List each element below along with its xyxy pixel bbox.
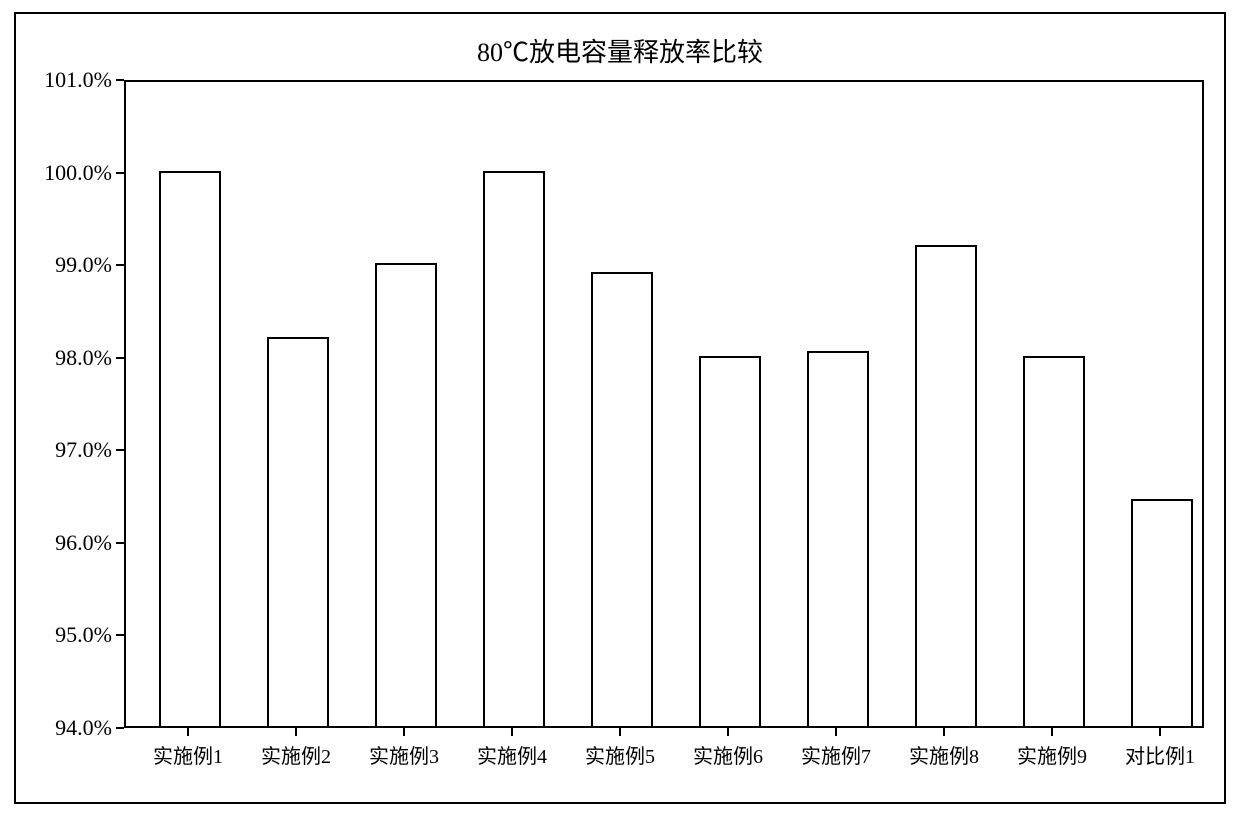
bar	[807, 351, 869, 726]
x-tick-label: 实施例7	[801, 740, 871, 769]
y-tick-label: 97.0%	[0, 437, 112, 463]
x-tick-label: 实施例9	[1017, 740, 1087, 769]
y-tick-mark	[116, 357, 124, 359]
x-tick-label: 实施例5	[585, 740, 655, 769]
bar	[159, 171, 221, 726]
y-tick-label: 95.0%	[0, 622, 112, 648]
y-tick-mark	[116, 542, 124, 544]
x-tick-label: 实施例1	[153, 740, 223, 769]
x-tick-label: 实施例4	[477, 740, 547, 769]
x-tick-label: 实施例2	[261, 740, 331, 769]
bar	[267, 337, 329, 726]
bar	[483, 171, 545, 726]
x-tick-mark	[403, 728, 405, 736]
bar	[915, 245, 977, 726]
y-tick-label: 98.0%	[0, 345, 112, 371]
bar	[699, 356, 761, 726]
y-tick-mark	[116, 264, 124, 266]
bar	[375, 263, 437, 726]
x-tick-label: 对比例1	[1125, 740, 1195, 769]
x-tick-mark	[187, 728, 189, 736]
chart-title: 80℃放电容量释放率比较	[477, 32, 763, 69]
x-tick-mark	[1159, 728, 1161, 736]
x-tick-label: 实施例6	[693, 740, 763, 769]
y-tick-mark	[116, 172, 124, 174]
y-tick-mark	[116, 634, 124, 636]
chart-title-wrap: 80℃放电容量释放率比较	[0, 32, 1240, 69]
y-tick-mark	[116, 79, 124, 81]
x-tick-mark	[727, 728, 729, 736]
y-tick-mark	[116, 727, 124, 729]
bar	[1023, 356, 1085, 726]
y-tick-label: 94.0%	[0, 715, 112, 741]
y-tick-label: 96.0%	[0, 530, 112, 556]
y-tick-label: 100.0%	[0, 160, 112, 186]
x-tick-mark	[619, 728, 621, 736]
x-tick-mark	[511, 728, 513, 736]
x-tick-mark	[835, 728, 837, 736]
x-tick-mark	[1051, 728, 1053, 736]
y-tick-label: 99.0%	[0, 252, 112, 278]
y-tick-mark	[116, 449, 124, 451]
x-tick-label: 实施例8	[909, 740, 979, 769]
x-tick-label: 实施例3	[369, 740, 439, 769]
x-tick-mark	[295, 728, 297, 736]
bar	[591, 272, 653, 726]
x-tick-mark	[943, 728, 945, 736]
plot-area	[124, 80, 1204, 728]
y-tick-label: 101.0%	[0, 67, 112, 93]
bar	[1131, 499, 1193, 726]
